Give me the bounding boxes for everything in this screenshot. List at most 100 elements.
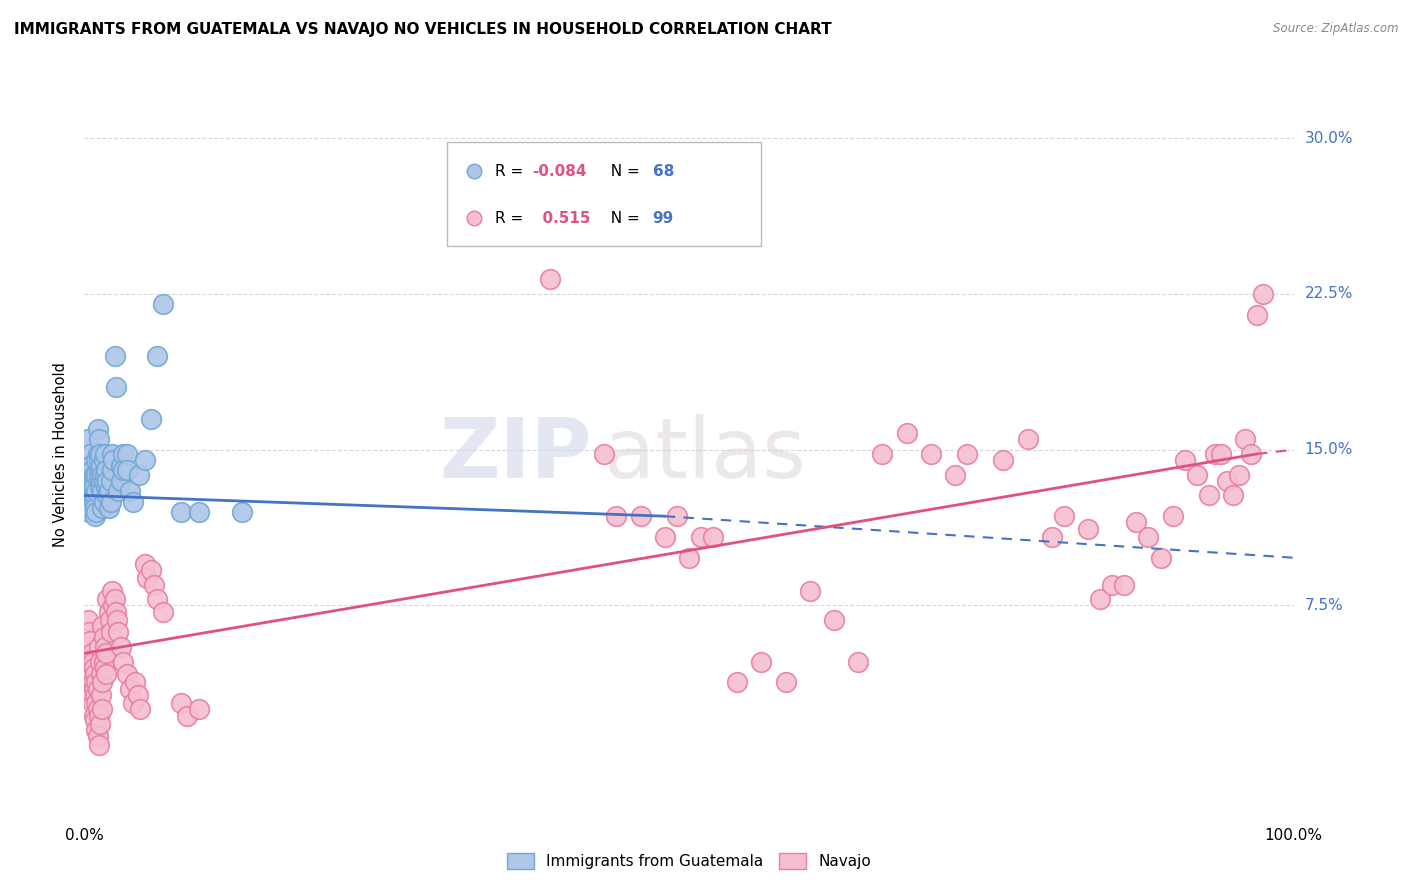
Point — [823, 613, 845, 627]
Point — [87, 708, 110, 723]
Point — [84, 688, 107, 702]
Point — [93, 655, 115, 669]
Point — [139, 563, 162, 577]
Point — [76, 484, 98, 499]
Point — [104, 380, 127, 394]
Point — [94, 667, 117, 681]
Point — [846, 655, 869, 669]
Point — [751, 655, 773, 669]
Point — [83, 708, 105, 723]
Point — [98, 613, 121, 627]
Text: IMMIGRANTS FROM GUATEMALA VS NAVAJO NO VEHICLES IN HOUSEHOLD CORRELATION CHART: IMMIGRANTS FROM GUATEMALA VS NAVAJO NO V… — [14, 22, 832, 37]
Point — [89, 717, 111, 731]
Point — [89, 447, 111, 461]
Point — [90, 474, 112, 488]
Point — [91, 500, 114, 515]
Text: R =: R = — [495, 163, 529, 178]
Point — [799, 584, 821, 599]
Point — [231, 505, 253, 519]
Point — [83, 661, 105, 675]
Point — [136, 572, 159, 586]
Point — [91, 702, 114, 716]
Point — [103, 453, 125, 467]
Text: 7.5%: 7.5% — [1305, 598, 1343, 613]
Point — [84, 488, 107, 502]
Point — [77, 640, 100, 654]
Point — [79, 447, 101, 461]
Point — [89, 480, 111, 494]
Point — [665, 509, 688, 524]
Point — [896, 426, 918, 441]
Text: atlas: atlas — [605, 415, 806, 495]
Point — [82, 696, 104, 710]
Point — [1185, 467, 1208, 482]
Point — [496, 197, 519, 211]
Point — [1198, 488, 1220, 502]
Point — [146, 349, 169, 363]
Point — [97, 484, 120, 499]
Point — [97, 500, 120, 515]
Point — [90, 459, 112, 474]
Point — [91, 467, 114, 482]
Text: Source: ZipAtlas.com: Source: ZipAtlas.com — [1274, 22, 1399, 36]
Point — [128, 467, 150, 482]
Point — [1017, 433, 1039, 447]
Text: ZIP: ZIP — [440, 415, 592, 495]
Point — [82, 655, 104, 669]
Y-axis label: No Vehicles in Household: No Vehicles in Household — [53, 362, 69, 548]
Point — [82, 484, 104, 499]
Text: N =: N = — [600, 163, 644, 178]
Point — [96, 592, 118, 607]
Point — [79, 459, 101, 474]
Point — [1240, 447, 1263, 461]
Point — [86, 696, 108, 710]
Point — [1101, 578, 1123, 592]
Point — [115, 463, 138, 477]
Point — [1204, 447, 1226, 461]
Point — [91, 619, 114, 633]
Point — [84, 713, 107, 727]
Point — [84, 500, 107, 515]
Point — [943, 467, 966, 482]
Text: -0.084: -0.084 — [531, 163, 586, 178]
Point — [86, 453, 108, 467]
Point — [94, 640, 117, 654]
Point — [96, 488, 118, 502]
Point — [1149, 550, 1171, 565]
Point — [86, 447, 108, 461]
Point — [80, 463, 103, 477]
Point — [86, 505, 108, 519]
Point — [1053, 509, 1076, 524]
Point — [112, 463, 135, 477]
Point — [1161, 509, 1184, 524]
Point — [86, 484, 108, 499]
Point — [121, 696, 143, 710]
Point — [104, 349, 127, 363]
Point — [112, 447, 135, 461]
Point — [129, 702, 152, 716]
Text: 68: 68 — [652, 163, 673, 178]
Point — [93, 494, 115, 508]
Point — [1040, 530, 1063, 544]
Point — [82, 474, 104, 488]
Point — [79, 655, 101, 669]
Point — [86, 681, 108, 696]
Point — [86, 702, 108, 716]
Point — [170, 696, 193, 710]
Point — [80, 667, 103, 681]
Point — [104, 605, 127, 619]
Point — [1088, 592, 1111, 607]
Point — [96, 474, 118, 488]
Point — [654, 530, 676, 544]
Point — [775, 675, 797, 690]
Point — [89, 463, 111, 477]
Point — [690, 530, 713, 544]
Text: N =: N = — [600, 211, 644, 226]
Point — [103, 599, 125, 613]
Point — [127, 688, 149, 702]
Point — [107, 625, 129, 640]
Point — [77, 613, 100, 627]
Point — [86, 729, 108, 743]
Point — [80, 474, 103, 488]
Point — [83, 480, 105, 494]
